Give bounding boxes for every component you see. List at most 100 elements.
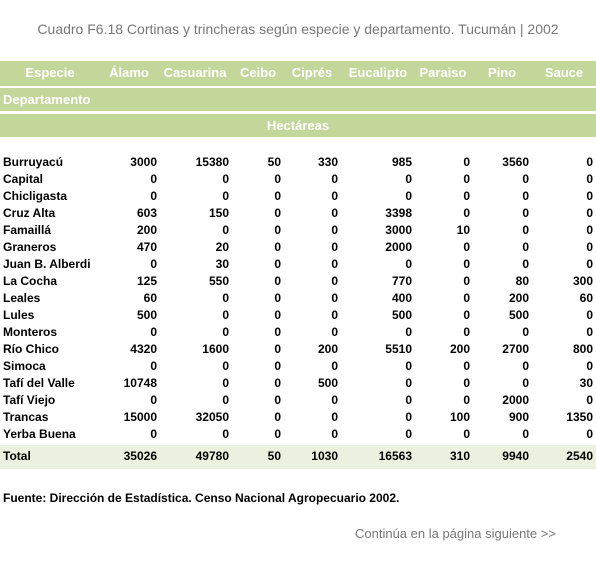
- total-value: 49780: [195, 449, 229, 463]
- row-value: 0: [331, 427, 338, 441]
- row-value: 30: [215, 257, 229, 271]
- row-value: 0: [586, 189, 593, 203]
- row-value: 0: [463, 206, 470, 220]
- row-value: 0: [222, 376, 229, 390]
- row-label: Simoca: [3, 359, 46, 373]
- row-value: 0: [331, 325, 338, 339]
- row-value: 330: [317, 155, 338, 169]
- row-value: 900: [508, 410, 529, 424]
- row-value: 0: [405, 393, 412, 407]
- row-value: 500: [508, 308, 529, 322]
- row-value: 60: [143, 291, 157, 305]
- row-value: 603: [136, 206, 157, 220]
- row-value: 0: [405, 189, 412, 203]
- row-value: 0: [522, 240, 529, 254]
- row-value: 0: [522, 257, 529, 271]
- total-value: 16563: [378, 449, 412, 463]
- row-value: 200: [449, 342, 470, 356]
- row-value: 0: [274, 308, 281, 322]
- row-value: 0: [405, 359, 412, 373]
- row-value: 15380: [195, 155, 229, 169]
- continue-note: Continúa en la página siguiente >>: [355, 526, 556, 541]
- row-value: 0: [274, 223, 281, 237]
- row-value: 0: [274, 274, 281, 288]
- column-header: Pino: [487, 65, 517, 80]
- row-value: 770: [391, 274, 412, 288]
- row-value: 200: [508, 291, 529, 305]
- row-value: 100: [449, 410, 470, 424]
- row-value: 0: [331, 410, 338, 424]
- row-label: Cruz Alta: [3, 206, 56, 220]
- row-value: 0: [222, 189, 229, 203]
- row-value: 500: [136, 308, 157, 322]
- row-value: 0: [331, 172, 338, 186]
- column-header: Eucalipto: [348, 65, 408, 80]
- column-header: Casuarina: [163, 65, 227, 80]
- row-value: 0: [586, 325, 593, 339]
- row-label: Chicligasta: [3, 189, 68, 203]
- row-value: 0: [522, 172, 529, 186]
- row-value: 1600: [202, 342, 229, 356]
- row-value: 0: [274, 393, 281, 407]
- row-value: 0: [274, 359, 281, 373]
- row-value: 0: [150, 427, 157, 441]
- row-value: 0: [222, 291, 229, 305]
- row-label: Burruyacú: [3, 155, 64, 169]
- row-value: 32050: [195, 410, 229, 424]
- row-label: Tafí Viejo: [3, 393, 56, 407]
- row-value: 0: [405, 257, 412, 271]
- row-value: 0: [331, 240, 338, 254]
- row-value: 0: [463, 155, 470, 169]
- row-value: 150: [208, 206, 229, 220]
- row-value: 0: [331, 291, 338, 305]
- row-value: 0: [150, 257, 157, 271]
- total-value: 2540: [566, 449, 593, 463]
- row-label: Yerba Buena: [3, 427, 76, 441]
- row-value: 0: [222, 223, 229, 237]
- row-value: 0: [522, 427, 529, 441]
- row-value: 0: [586, 393, 593, 407]
- row-value: 10748: [123, 376, 157, 390]
- row-value: 0: [463, 189, 470, 203]
- subheader-band: [0, 88, 596, 111]
- row-value: 0: [463, 274, 470, 288]
- row-value: 0: [222, 308, 229, 322]
- column-header: Paraiso: [419, 65, 467, 80]
- row-value: 0: [274, 342, 281, 356]
- total-value: 50: [267, 449, 281, 463]
- row-value: 0: [522, 206, 529, 220]
- row-label: Graneros: [3, 240, 57, 254]
- row-value: 550: [208, 274, 229, 288]
- row-value: 0: [274, 172, 281, 186]
- row-value: 0: [405, 427, 412, 441]
- row-value: 0: [522, 189, 529, 203]
- row-value: 0: [222, 427, 229, 441]
- column-header: Sauce: [544, 65, 584, 80]
- header-band: [0, 61, 596, 86]
- row-value: 500: [317, 376, 338, 390]
- row-value: 800: [572, 342, 593, 356]
- column-header: Álamo: [109, 65, 149, 80]
- row-value: 0: [463, 291, 470, 305]
- row-value: 2000: [385, 240, 412, 254]
- row-value: 20: [215, 240, 229, 254]
- row-label: Famaillá: [3, 223, 52, 237]
- row-value: 0: [274, 240, 281, 254]
- row-value: 0: [274, 206, 281, 220]
- row-value: 3000: [385, 223, 412, 237]
- row-value: 0: [522, 359, 529, 373]
- row-label: Lules: [3, 308, 35, 322]
- row-value: 985: [391, 155, 412, 169]
- column-header: Especie: [25, 65, 75, 80]
- row-value: 3398: [385, 206, 412, 220]
- column-header: Ceibo: [239, 65, 277, 80]
- row-value: 0: [586, 308, 593, 322]
- row-value: 0: [331, 393, 338, 407]
- row-value: 3000: [130, 155, 157, 169]
- row-value: 0: [274, 257, 281, 271]
- row-value: 5510: [385, 342, 412, 356]
- column-header: Ciprés: [291, 65, 333, 80]
- row-value: 0: [586, 359, 593, 373]
- row-value: 0: [222, 172, 229, 186]
